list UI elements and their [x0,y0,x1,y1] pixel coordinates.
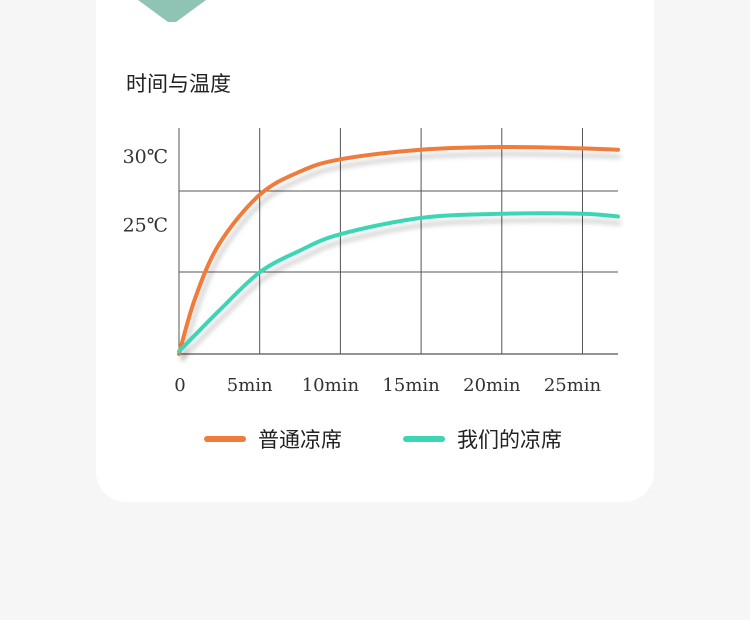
chart-card [96,0,654,502]
legend-label: 普通凉席 [258,428,342,452]
legend-item-regular: 普通凉席 [204,424,342,454]
series-shadow [180,218,622,360]
x-tick-label: 10min [302,375,360,396]
y-tick-label: 25℃ [123,214,168,236]
series-line-1 [177,211,620,354]
legend-item-ours: 我们的凉席 [403,424,562,454]
chart-title: 时间与温度 [126,72,231,96]
legend-swatch-teal [403,436,445,442]
legend-swatch-orange [204,436,246,442]
decorative-triangle [138,0,206,22]
line-chart: 30℃ 25℃ 0 5min 10min 15min 20min 25min [123,128,622,396]
series-line-0 [177,145,620,356]
x-tick-label: 15min [382,375,440,396]
series-shadow [180,152,622,362]
x-tick-label: 20min [463,375,521,396]
x-tick-label: 5min [227,375,273,396]
x-tick-label: 0 [174,375,185,396]
legend-label: 我们的凉席 [457,428,562,452]
x-tick-label: 25min [544,375,602,396]
y-tick-label: 30℃ [123,146,168,168]
